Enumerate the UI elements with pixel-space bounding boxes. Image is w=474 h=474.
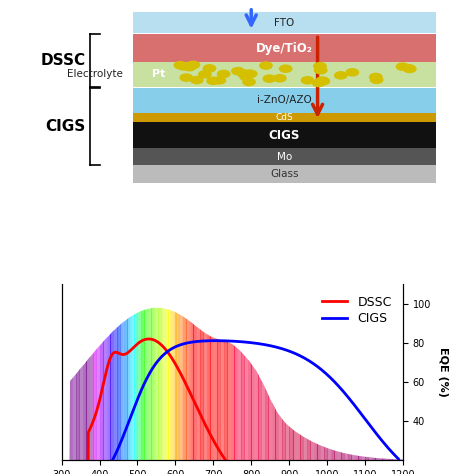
Text: Electrolyte: Electrolyte [67, 69, 123, 79]
Circle shape [280, 65, 292, 73]
Bar [133, 35, 436, 62]
DSSC [146, 336, 152, 342]
Circle shape [218, 70, 230, 78]
CIGS [212, 338, 218, 344]
Text: Mo: Mo [277, 152, 292, 162]
CIGS [325, 373, 331, 378]
CIGS [209, 338, 215, 344]
Circle shape [185, 62, 197, 69]
Circle shape [207, 77, 219, 84]
Bar [133, 12, 436, 33]
Circle shape [301, 77, 314, 84]
Bar [133, 62, 436, 87]
Bar [133, 122, 436, 148]
DSSC [94, 409, 100, 414]
Circle shape [183, 64, 196, 71]
Circle shape [213, 77, 226, 84]
Circle shape [240, 73, 252, 81]
Text: CIGS: CIGS [269, 129, 300, 142]
Circle shape [317, 78, 329, 85]
Text: CIGS: CIGS [45, 119, 85, 134]
Text: Dye/TiO₂: Dye/TiO₂ [256, 42, 313, 55]
Line: CIGS: CIGS [62, 341, 403, 474]
DSSC [197, 411, 203, 417]
Circle shape [346, 69, 358, 76]
Legend: DSSC, CIGS: DSSC, CIGS [317, 291, 397, 330]
Circle shape [396, 63, 409, 70]
Y-axis label: EQE (%): EQE (%) [438, 347, 447, 397]
Circle shape [187, 61, 200, 68]
Circle shape [263, 75, 275, 82]
Circle shape [335, 72, 347, 79]
CIGS [197, 338, 202, 344]
Bar [133, 88, 436, 113]
Circle shape [273, 75, 286, 82]
CIGS [293, 351, 299, 357]
Circle shape [203, 65, 216, 72]
Circle shape [237, 70, 249, 77]
Circle shape [232, 67, 244, 75]
Circle shape [191, 76, 203, 83]
DSSC [210, 436, 215, 441]
Circle shape [314, 63, 326, 70]
CIGS [331, 379, 337, 384]
Bar [133, 148, 436, 165]
Line: DSSC: DSSC [62, 339, 403, 474]
Circle shape [371, 76, 383, 83]
Bar [133, 113, 436, 122]
Circle shape [243, 70, 255, 77]
Circle shape [260, 62, 272, 69]
Circle shape [199, 71, 211, 78]
Circle shape [370, 73, 382, 81]
Circle shape [174, 62, 186, 69]
Circle shape [180, 74, 192, 81]
Text: FTO: FTO [274, 18, 294, 27]
Circle shape [402, 65, 415, 72]
Text: Glass: Glass [270, 169, 299, 179]
Circle shape [312, 79, 325, 87]
Text: Pt: Pt [152, 69, 165, 79]
Text: i-ZnO/AZO: i-ZnO/AZO [257, 95, 312, 105]
Circle shape [316, 77, 328, 84]
Circle shape [245, 70, 257, 77]
Circle shape [315, 67, 327, 74]
Circle shape [178, 63, 190, 70]
Circle shape [243, 78, 255, 85]
Circle shape [403, 65, 416, 73]
Bar [133, 165, 436, 183]
Text: DSSC: DSSC [40, 53, 85, 68]
Text: CdS: CdS [275, 113, 293, 122]
